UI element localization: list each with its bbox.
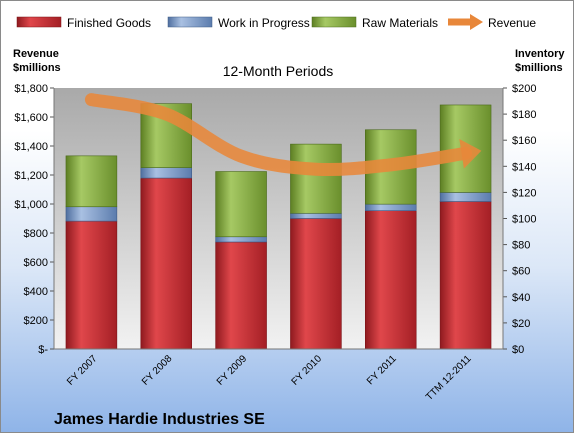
left-tick-label: $1,200 (14, 170, 48, 182)
left-tick-label: $1,400 (14, 141, 48, 153)
right-tick-label: $0 (512, 344, 524, 356)
left-tick-label: $1,600 (14, 112, 48, 124)
legend-item-finished-goods: Finished Goods (16, 16, 151, 30)
left-tick-label: $800 (24, 228, 48, 240)
legend-arrowhead-revenue (470, 14, 483, 30)
legend-item-work-in-progress: Work in Progress (167, 16, 310, 30)
revenue-series (84, 93, 482, 177)
legend-swatch-raw-materials (311, 16, 357, 28)
bar-work-in-progress (365, 203, 417, 211)
left-tick-label: $600 (24, 257, 48, 269)
right-axis: $0 $20 $40 $60 $80 $100 $120 $140 $160 $180 $200 (502, 83, 536, 356)
x-tick-label: FY 2009 (215, 353, 250, 388)
bar-finished-goods (65, 220, 118, 350)
bar-finished-goods (140, 177, 192, 350)
left-axis-title-line2: $millions (13, 62, 61, 74)
legend-swatch-work-in-progress (167, 16, 213, 28)
right-tick-label: $180 (512, 109, 536, 121)
left-axis-title-line1: Revenue (13, 48, 59, 60)
right-tick-label: $60 (512, 266, 530, 278)
bar-finished-goods (215, 241, 267, 350)
left-tick-label: $400 (24, 286, 48, 298)
revenue-point (390, 164, 391, 165)
plot-area (54, 88, 503, 349)
right-tick-label: $100 (512, 214, 536, 226)
bar-finished-goods (439, 201, 492, 350)
bar-work-in-progress (140, 167, 192, 179)
revenue-point (315, 169, 316, 170)
x-tick-label: TTM 12-2011 (424, 353, 474, 403)
legend-label-finished-goods: Finished Goods (67, 16, 151, 30)
right-tick-label: $140 (512, 161, 536, 173)
right-tick-label: $80 (512, 240, 530, 252)
x-tick-label: FY 2011 (365, 353, 399, 387)
chart-subtitle: 12-Month Periods (223, 63, 334, 79)
right-tick-label: $40 (512, 292, 530, 304)
legend-label-raw-materials: Raw Materials (362, 16, 438, 30)
company-name: James Hardie Industries SE (54, 411, 265, 428)
right-tick-label: $120 (512, 187, 536, 199)
right-tick-label: $20 (512, 318, 530, 330)
revenue-point (91, 99, 92, 100)
revenue-arrowhead (459, 139, 482, 169)
bar-work-in-progress (439, 192, 492, 202)
legend-item-revenue: Revenue (448, 14, 536, 30)
bar-finished-goods (290, 218, 342, 350)
x-tick-label: FY 2007 (65, 353, 100, 388)
left-tick-label: $1,000 (14, 199, 48, 211)
legend-label-revenue: Revenue (488, 16, 536, 30)
left-axis: $- $200 $400 $600 $800 $1,000 $1,200 $1,400 $1,6… (14, 83, 55, 356)
legend-swatch-finished-goods (16, 16, 62, 28)
legend-item-raw-materials: Raw Materials (311, 16, 438, 30)
right-axis-title-line1: Inventory (515, 48, 565, 60)
legend-label-work-in-progress: Work in Progress (218, 16, 310, 30)
bar-raw-materials (290, 143, 342, 214)
right-tick-label: $200 (512, 83, 536, 95)
left-tick-label: $1,800 (14, 83, 48, 95)
bar-work-in-progress (290, 212, 342, 219)
revenue-point (166, 114, 167, 115)
bar-work-in-progress (215, 236, 267, 243)
bar-raw-materials (65, 155, 118, 208)
bar-raw-materials (215, 171, 267, 238)
bar-series (65, 103, 492, 350)
bar-finished-goods (365, 210, 417, 350)
left-tick-label: $- (38, 344, 48, 356)
x-axis: FY 2007 FY 2008 FY 2009 FY 2010 FY 2011 TTM 1… (54, 348, 503, 403)
revenue-point (465, 153, 466, 154)
bar-work-in-progress (65, 206, 118, 222)
legend: Finished Goods Work in Progress Raw Mate… (16, 14, 536, 30)
revenue-point (241, 156, 242, 157)
right-axis-title-line2: $millions (515, 62, 563, 74)
x-tick-label: FY 2008 (140, 353, 175, 388)
revenue-line (84, 93, 473, 177)
right-tick-label: $160 (512, 135, 536, 147)
x-tick-label: FY 2010 (290, 353, 325, 388)
left-tick-label: $200 (24, 315, 48, 327)
